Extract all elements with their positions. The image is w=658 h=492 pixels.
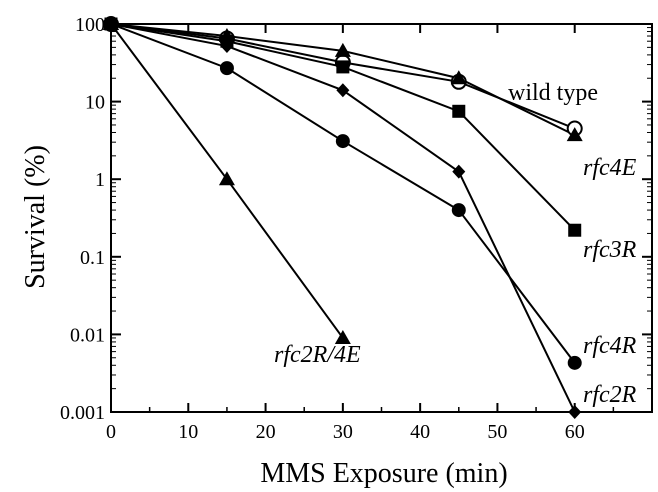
data-point-rfc4r-30 <box>335 134 350 149</box>
series-line-rfc4r <box>110 23 576 364</box>
x-tick-label-30: 30 <box>333 421 353 443</box>
y-tick-label-0.001: 0.001 <box>60 402 105 424</box>
x-axis-title: MMS Exposure (min) <box>260 458 507 489</box>
data-point-rfc3r-45 <box>452 104 466 118</box>
series-label-wild-type: wild type <box>508 80 598 106</box>
y-tick-label-0.1: 0.1 <box>80 247 105 269</box>
series-labels: wild type rfc4E rfc3R rfc4R rfc2R rfc2R/4E <box>274 80 637 408</box>
y-tick-label-100: 100 <box>75 14 105 36</box>
y-axis-title: Survival (%) <box>20 145 51 289</box>
data-point-rfc4r-60 <box>567 355 582 370</box>
data-point-rfc2r-30 <box>336 83 350 98</box>
x-tick-label-10: 10 <box>178 421 198 443</box>
data-point-rfc4e-30 <box>334 42 351 57</box>
data-point-rfc4r-15 <box>219 61 234 76</box>
series-label-rfc3r: rfc3R <box>583 237 637 263</box>
data-point-rfc4e-45 <box>450 70 467 85</box>
axes: 0 10 20 30 40 50 60 100 10 1 0.1 0.01 0.001 <box>60 14 653 443</box>
series-label-rfc4e: rfc4E <box>583 155 637 181</box>
y-tick-label-10: 10 <box>85 92 105 114</box>
data-point-rfc2r-15 <box>220 39 234 54</box>
data-point-rfc2r-60 <box>568 405 582 419</box>
data-point-rfc2r-45 <box>452 164 466 179</box>
x-tick-label-40: 40 <box>410 421 430 443</box>
series-label-rfc4r: rfc4R <box>583 333 637 359</box>
data-point-rfc2r-4e-15 <box>218 171 235 186</box>
series-label-rfc2r-4e: rfc2R/4E <box>274 342 361 368</box>
x-tick-label-20: 20 <box>256 421 276 443</box>
y-tick-label-1: 1 <box>95 169 105 191</box>
series-line-wild-type <box>110 23 576 130</box>
data-point-rfc3r-30 <box>336 60 350 74</box>
data-point-rfc2r-4e-0 <box>103 16 119 30</box>
data-point-rfc2r-4e-30 <box>334 329 351 344</box>
x-tick-label-60: 60 <box>565 421 585 443</box>
y-tick-label-0.01: 0.01 <box>70 324 105 346</box>
data-point-rfc4r-45 <box>451 203 466 218</box>
x-tick-label-0: 0 <box>106 421 116 443</box>
data-point-rfc3r-60 <box>568 223 582 237</box>
series-label-rfc2r: rfc2R <box>583 382 637 408</box>
x-tick-label-50: 50 <box>487 421 507 443</box>
series-markers <box>103 16 583 419</box>
data-point-rfc4e-60 <box>566 127 583 142</box>
